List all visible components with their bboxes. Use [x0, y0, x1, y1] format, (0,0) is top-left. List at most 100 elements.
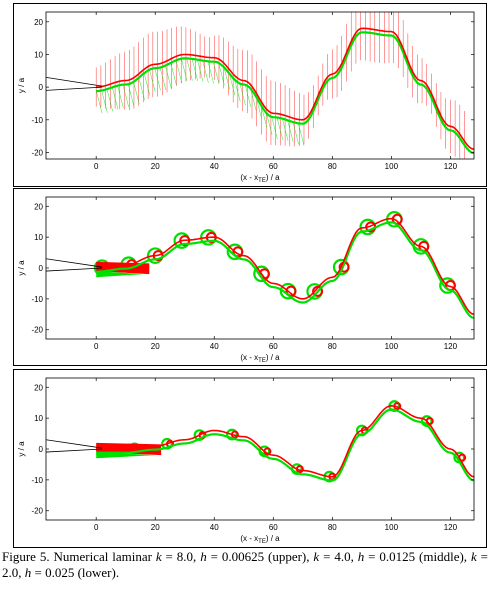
y-tick-label: 20: [34, 383, 43, 392]
x-axis-label-suffix: ) / a: [266, 173, 280, 182]
wake-plot-lower: [46, 400, 474, 483]
green-streak: [196, 58, 204, 82]
green-streak: [239, 82, 246, 106]
caption-v2: = 0.0125 (middle),: [364, 549, 471, 564]
caption-k3: k: [470, 549, 477, 564]
y-tick-label: -20: [31, 507, 43, 516]
x-axis-label: (x - xTE) / a: [240, 534, 280, 545]
wake-plot-middle: [46, 210, 474, 320]
caption-v3: = 0.025 (lower).: [31, 565, 120, 580]
red-vortex: [285, 285, 297, 297]
x-axis-label-sub: TE: [258, 539, 266, 545]
green-streak: [287, 119, 294, 143]
x-tick-label: 100: [385, 342, 399, 351]
green-streak: [244, 83, 252, 107]
x-tick-label: 100: [385, 523, 399, 532]
x-tick-label: 80: [328, 342, 337, 351]
caption-k1: k: [155, 549, 162, 564]
green-streak: [95, 90, 103, 114]
axes-box: [45, 11, 475, 160]
green-streak: [101, 89, 108, 113]
caption-h3: h: [24, 565, 32, 580]
green-path: [96, 221, 474, 320]
green-streak: [122, 83, 129, 107]
green-streak: [165, 64, 172, 88]
y-tick-label: -10: [31, 116, 43, 125]
x-tick-label: 120: [444, 342, 458, 351]
green-streak: [149, 69, 156, 93]
x-tick-label: 60: [269, 523, 278, 532]
green-streak: [133, 81, 140, 105]
green-streak: [191, 58, 198, 82]
caption-k2: k: [313, 549, 320, 564]
y-tick-label: 0: [39, 83, 44, 92]
green-streak: [159, 66, 167, 90]
green-streak: [127, 83, 135, 107]
x-tick-label: 0: [94, 162, 99, 171]
y-axis-label: y / a: [17, 260, 26, 276]
airfoil-lower: [46, 267, 103, 272]
y-tick-label: -10: [31, 476, 43, 485]
x-axis-label-main: (x - x: [240, 173, 258, 182]
y-axis-label: y / a: [17, 77, 26, 93]
airfoil-upper: [46, 76, 103, 87]
x-axis-label: (x - xTE) / a: [240, 353, 280, 364]
green-streak: [281, 117, 289, 141]
x-tick-label: 20: [151, 342, 160, 351]
green-streak: [297, 122, 305, 146]
green-streak: [170, 62, 177, 86]
x-tick-label: 120: [444, 162, 458, 171]
green-streak: [207, 60, 214, 84]
y-tick-label: 10: [34, 414, 43, 423]
red-path: [96, 217, 474, 316]
y-tick-label: 20: [34, 202, 43, 211]
green-streak: [228, 72, 236, 96]
x-tick-label: 20: [151, 523, 160, 532]
green-streak: [106, 88, 113, 112]
green-streak: [186, 57, 193, 81]
x-tick-label: 60: [269, 162, 278, 171]
x-tick-label: 60: [269, 342, 278, 351]
caption-eq2: = 4.0,: [319, 549, 358, 564]
y-tick-label: 0: [39, 445, 44, 454]
green-streak: [180, 58, 188, 82]
green-streak: [138, 77, 145, 101]
red-path: [96, 27, 474, 150]
airfoil-upper: [46, 439, 103, 449]
green-streak: [271, 116, 278, 140]
x-axis-label-suffix: ) / a: [266, 534, 280, 543]
x-axis-label-main: (x - x: [240, 353, 258, 362]
green-streak: [202, 59, 209, 83]
x-tick-label: 100: [385, 162, 399, 171]
x-tick-label: 40: [210, 523, 219, 532]
y-tick-label: 20: [34, 18, 43, 27]
x-axis-label: (x - xTE) / a: [240, 173, 280, 184]
green-streak: [250, 87, 257, 111]
caption-eq1: = 8.0,: [161, 549, 201, 564]
x-axis-label-sub: TE: [258, 178, 266, 184]
wake-plot-upper: [46, 12, 474, 159]
green-streak: [218, 62, 225, 86]
green-streak: [212, 60, 220, 84]
green-streak: [111, 86, 119, 110]
y-tick-label: -10: [31, 295, 43, 304]
x-tick-label: 20: [151, 162, 160, 171]
green-streak: [143, 72, 151, 96]
green-streak: [234, 78, 241, 102]
green-streak: [265, 112, 273, 136]
x-axis-label-main: (x - x: [240, 534, 258, 543]
red-path: [96, 404, 474, 478]
green-streak: [292, 121, 299, 145]
y-tick-label: -20: [31, 326, 43, 335]
caption-prefix: Figure 5. Numerical laminar: [2, 549, 156, 564]
green-streak: [276, 116, 283, 140]
green-streak: [223, 66, 230, 90]
x-tick-label: 120: [444, 523, 458, 532]
airfoil-lower: [46, 448, 103, 453]
caption-h1: h: [200, 549, 207, 564]
y-axis-label: y / a: [17, 441, 26, 457]
